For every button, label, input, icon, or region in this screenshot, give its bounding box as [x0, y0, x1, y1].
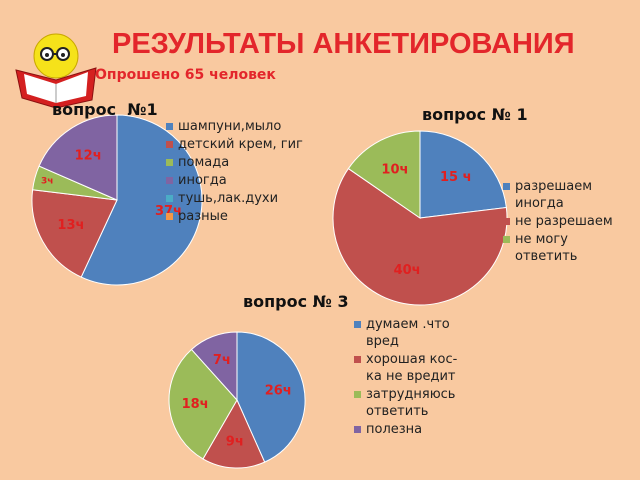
legend-swatch: [354, 426, 361, 433]
legend-swatch: [354, 391, 361, 398]
legend-entry: помада: [166, 154, 316, 171]
legend-entry: думаем .что вред: [354, 316, 466, 350]
pie-slice: [190, 331, 238, 402]
legend-entry: иногда: [166, 172, 316, 189]
pie-slice: [31, 189, 118, 278]
smiley-reader: [15, 33, 97, 109]
legend-entry: затрудняюсь ответить: [354, 386, 466, 420]
legend-swatch: [166, 123, 173, 130]
legend-label: не разрешаем: [515, 214, 613, 229]
legend: шампуни,мыло детский крем, гиг помада иногд…: [166, 118, 316, 226]
pie-slice: [202, 398, 266, 469]
pie-slice: [38, 114, 118, 201]
pie-slice: [332, 167, 508, 306]
legend-label: иногда: [178, 173, 227, 188]
legend-entry: разные: [166, 208, 316, 225]
data-label: 10ч: [381, 163, 408, 178]
pie-slice: [347, 130, 421, 219]
legend-swatch: [166, 141, 173, 148]
legend-swatch: [166, 213, 173, 220]
legend-entry: не разрешаем: [503, 213, 621, 230]
data-label: 26ч: [265, 384, 292, 399]
data-label: 9ч: [226, 435, 244, 450]
legend-swatch: [503, 183, 510, 190]
legend-entry: хорошая кос-ка не вредит: [354, 351, 466, 385]
legend-entry: не могу ответить: [503, 231, 621, 265]
slide-title: РЕЗУЛЬТАТЫ АНКЕТИРОВАНИЯ: [112, 28, 575, 60]
legend-swatch: [503, 236, 510, 243]
legend-label: разрешаем иногда: [515, 179, 593, 211]
legend-label: шампуни,мыло: [178, 119, 282, 134]
data-label: 13ч: [57, 218, 84, 233]
chart-title: вопрос № 1: [422, 105, 528, 124]
legend-swatch: [354, 356, 361, 363]
legend-entry: разрешаем иногда: [503, 178, 621, 212]
pie-slice: [80, 114, 203, 286]
chart-title: вопрос №1: [52, 100, 158, 119]
legend: разрешаем иногда не разрешаем не могу отве…: [503, 178, 621, 266]
legend-entry: детский крем, гиг: [166, 136, 316, 153]
legend-label: хорошая кос-ка не вредит: [366, 352, 458, 384]
legend-swatch: [166, 159, 173, 166]
pie-slice: [419, 130, 507, 219]
data-label: 7ч: [213, 353, 231, 368]
legend-swatch: [354, 321, 361, 328]
legend-label: полезна: [366, 422, 423, 437]
legend-label: помада: [178, 155, 230, 170]
legend-label: думаем .что вред: [366, 317, 450, 349]
legend-label: тушь,лак.духи: [178, 191, 279, 206]
data-label: 12ч: [75, 148, 102, 163]
slide-subtitle: Опрошено 65 человек: [95, 67, 276, 83]
legend-label: детский крем, гиг: [178, 137, 303, 152]
legend-entry: полезна: [354, 421, 466, 438]
legend: думаем .что вред хорошая кос-ка не вредит…: [354, 316, 466, 439]
legend-swatch: [166, 177, 173, 184]
legend-entry: шампуни,мыло: [166, 118, 316, 135]
legend-swatch: [166, 195, 173, 202]
legend-label: разные: [178, 209, 228, 224]
legend-label: не могу ответить: [515, 232, 578, 264]
chart-title: вопрос № 3: [243, 292, 349, 311]
legend-label: затрудняюсь ответить: [366, 387, 456, 419]
data-label: 3ч: [41, 177, 53, 187]
pie-slice: [236, 331, 306, 463]
data-label: 37ч: [155, 204, 182, 219]
data-label: 15 ч: [440, 170, 472, 185]
legend-swatch: [503, 218, 510, 225]
data-label: 18ч: [182, 397, 209, 412]
data-label: 40ч: [394, 263, 421, 278]
pie-slice: [168, 348, 238, 460]
legend-entry: тушь,лак.духи: [166, 190, 316, 207]
